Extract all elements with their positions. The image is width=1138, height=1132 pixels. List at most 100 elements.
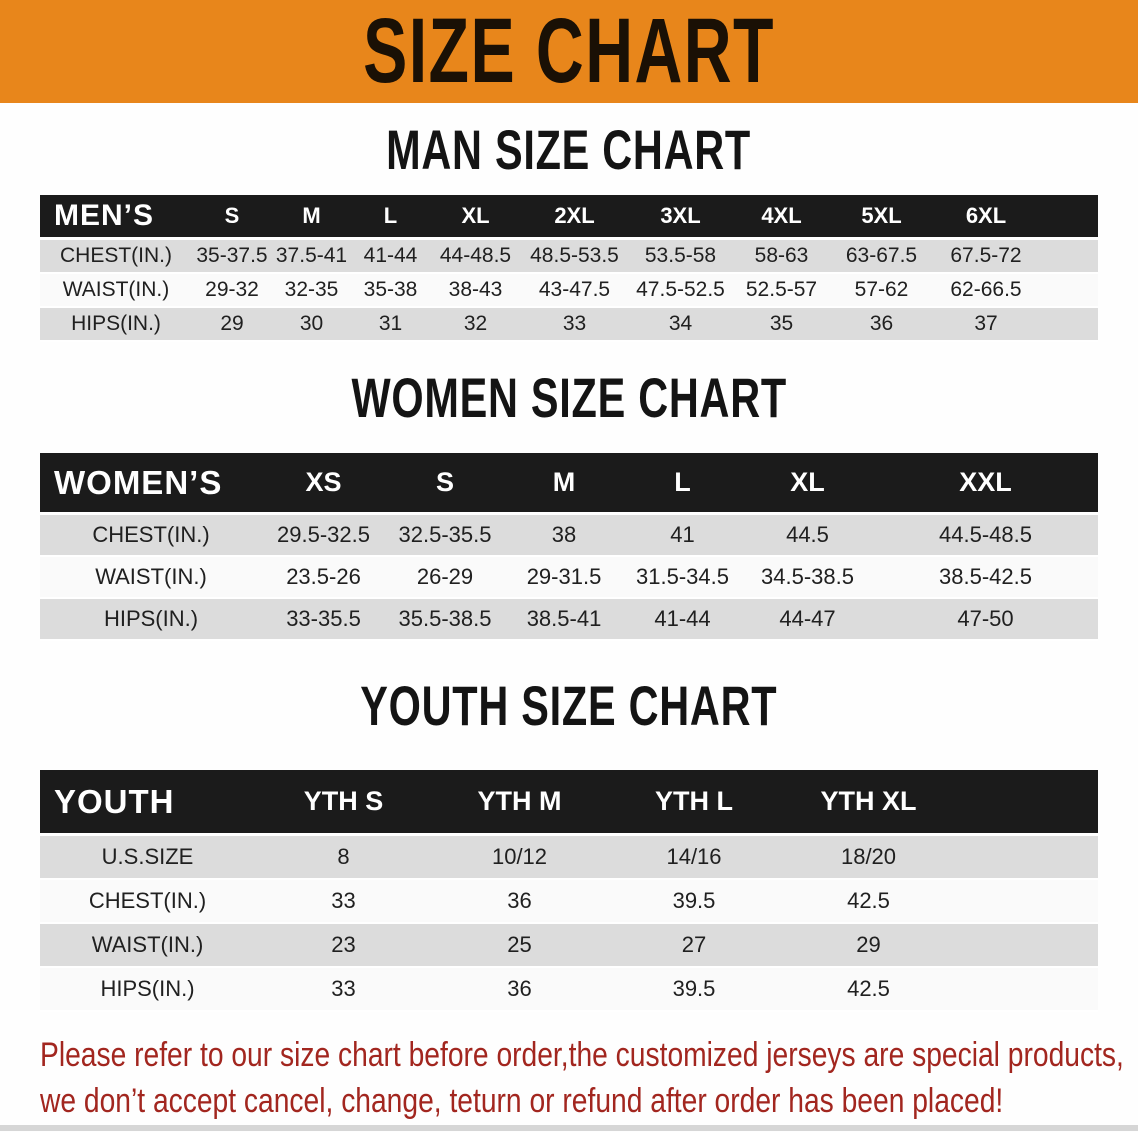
- disclaimer-note: Please refer to our size chart before or…: [0, 1032, 1138, 1124]
- value-cell: 36: [432, 968, 607, 1012]
- value-cell: 29.5-32.5: [262, 515, 385, 557]
- women-waist-row: WAIST(IN.) 23.5-26 26-29 29-31.5 31.5-34…: [40, 557, 1098, 599]
- women-col-header: S: [385, 453, 505, 515]
- value-cell: 34.5-38.5: [742, 557, 873, 599]
- men-hips-row: HIPS(IN.) 29 30 31 32 33 34 35 36 37: [40, 308, 1098, 342]
- value-cell: 41-44: [351, 240, 430, 274]
- men-waist-row: WAIST(IN.) 29-32 32-35 35-38 38-43 43-47…: [40, 274, 1098, 308]
- youth-section-heading-text: YOUTH SIZE CHART: [360, 674, 778, 737]
- value-cell: 53.5-58: [628, 240, 733, 274]
- men-header-row: MEN’S S M L XL 2XL 3XL 4XL 5XL 6XL: [40, 195, 1098, 240]
- value-cell: 23.5-26: [262, 557, 385, 599]
- spacer-cell: [1039, 308, 1098, 342]
- value-cell: 27: [607, 924, 781, 968]
- youth-header-row: YOUTH YTH S YTH M YTH L YTH XL: [40, 770, 1098, 836]
- value-cell: 39.5: [607, 880, 781, 924]
- row-label: WAIST(IN.): [40, 274, 192, 308]
- value-cell: 44.5: [742, 515, 873, 557]
- spacer-cell: [1039, 240, 1098, 274]
- value-cell: 62-66.5: [933, 274, 1039, 308]
- value-cell: 44-47: [742, 599, 873, 641]
- spacer-cell: [956, 880, 1098, 924]
- youth-col-header: YTH XL: [781, 770, 956, 836]
- row-label: WAIST(IN.): [40, 557, 262, 599]
- men-col-header: L: [351, 195, 430, 240]
- banner: SIZE CHART: [0, 0, 1138, 103]
- value-cell: 36: [830, 308, 933, 342]
- women-col-header: XL: [742, 453, 873, 515]
- women-hips-row: HIPS(IN.) 33-35.5 35.5-38.5 38.5-41 41-4…: [40, 599, 1098, 641]
- women-col-header: L: [623, 453, 742, 515]
- value-cell: 35: [733, 308, 830, 342]
- youth-group-label: YOUTH: [40, 770, 255, 836]
- value-cell: 35.5-38.5: [385, 599, 505, 641]
- men-section-heading: MAN SIZE CHART: [0, 103, 1138, 195]
- women-col-header: XS: [262, 453, 385, 515]
- value-cell: 23: [255, 924, 432, 968]
- value-cell: 42.5: [781, 968, 956, 1012]
- men-size-table: MEN’S S M L XL 2XL 3XL 4XL 5XL 6XL CHEST…: [40, 195, 1098, 342]
- youth-chest-row: CHEST(IN.) 33 36 39.5 42.5: [40, 880, 1098, 924]
- men-col-header: 6XL: [933, 195, 1039, 240]
- value-cell: 32: [430, 308, 521, 342]
- spacer-cell: [956, 770, 1098, 836]
- value-cell: 35-37.5: [192, 240, 272, 274]
- value-cell: 57-62: [830, 274, 933, 308]
- value-cell: 38-43: [430, 274, 521, 308]
- value-cell: 34: [628, 308, 733, 342]
- men-chest-row: CHEST(IN.) 35-37.5 37.5-41 41-44 44-48.5…: [40, 240, 1098, 274]
- women-section-heading-text: WOMEN SIZE CHART: [351, 366, 787, 429]
- youth-ussize-row: U.S.SIZE 8 10/12 14/16 18/20: [40, 836, 1098, 880]
- women-col-header: M: [505, 453, 623, 515]
- men-col-header: 2XL: [521, 195, 628, 240]
- value-cell: 10/12: [432, 836, 607, 880]
- value-cell: 18/20: [781, 836, 956, 880]
- value-cell: 33-35.5: [262, 599, 385, 641]
- spacer-cell: [956, 968, 1098, 1012]
- women-chest-row: CHEST(IN.) 29.5-32.5 32.5-35.5 38 41 44.…: [40, 515, 1098, 557]
- value-cell: 47.5-52.5: [628, 274, 733, 308]
- row-label: CHEST(IN.): [40, 240, 192, 274]
- disclaimer-line-2: we don’t accept cancel, change, teturn o…: [40, 1082, 1004, 1120]
- value-cell: 26-29: [385, 557, 505, 599]
- spacer-cell: [956, 836, 1098, 880]
- value-cell: 38: [505, 515, 623, 557]
- value-cell: 41: [623, 515, 742, 557]
- value-cell: 32.5-35.5: [385, 515, 505, 557]
- value-cell: 29: [192, 308, 272, 342]
- youth-section-heading: YOUTH SIZE CHART: [0, 641, 1138, 770]
- value-cell: 43-47.5: [521, 274, 628, 308]
- youth-col-header: YTH S: [255, 770, 432, 836]
- value-cell: 29-31.5: [505, 557, 623, 599]
- men-col-header: XL: [430, 195, 521, 240]
- value-cell: 29: [781, 924, 956, 968]
- men-section-heading-text: MAN SIZE CHART: [386, 117, 752, 181]
- men-col-header: S: [192, 195, 272, 240]
- value-cell: 14/16: [607, 836, 781, 880]
- value-cell: 25: [432, 924, 607, 968]
- women-col-header: XXL: [873, 453, 1098, 515]
- value-cell: 31.5-34.5: [623, 557, 742, 599]
- value-cell: 32-35: [272, 274, 351, 308]
- value-cell: 31: [351, 308, 430, 342]
- value-cell: 44.5-48.5: [873, 515, 1098, 557]
- value-cell: 44-48.5: [430, 240, 521, 274]
- row-label: HIPS(IN.): [40, 308, 192, 342]
- value-cell: 39.5: [607, 968, 781, 1012]
- value-cell: 41-44: [623, 599, 742, 641]
- value-cell: 47-50: [873, 599, 1098, 641]
- youth-col-header: YTH M: [432, 770, 607, 836]
- women-size-table: WOMEN’S XS S M L XL XXL CHEST(IN.) 29.5-…: [40, 453, 1098, 641]
- value-cell: 38.5-42.5: [873, 557, 1098, 599]
- value-cell: 37.5-41: [272, 240, 351, 274]
- value-cell: 38.5-41: [505, 599, 623, 641]
- women-group-label: WOMEN’S: [40, 453, 262, 515]
- youth-waist-row: WAIST(IN.) 23 25 27 29: [40, 924, 1098, 968]
- row-label: CHEST(IN.): [40, 880, 255, 924]
- spacer-cell: [956, 924, 1098, 968]
- value-cell: 52.5-57: [733, 274, 830, 308]
- value-cell: 29-32: [192, 274, 272, 308]
- men-col-header: 4XL: [733, 195, 830, 240]
- women-section-heading: WOMEN SIZE CHART: [0, 342, 1138, 453]
